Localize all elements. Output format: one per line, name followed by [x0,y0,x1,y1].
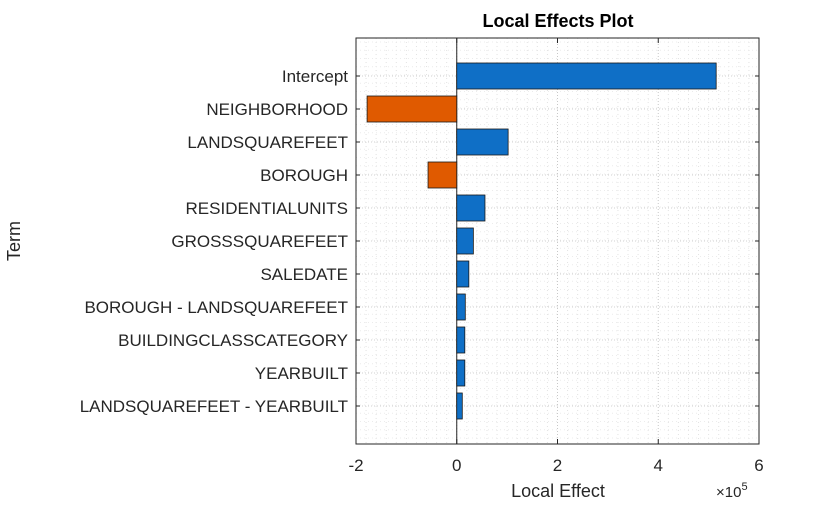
x-tick-label: 0 [452,456,461,475]
y-tick-label: BUILDINGCLASSCATEGORY [118,331,348,350]
y-tick-label: BOROUGH [260,166,348,185]
y-tick-label: Intercept [282,67,348,86]
x-exponent-label: ×105 [716,481,748,501]
y-tick-label: RESIDENTIALUNITS [186,199,348,218]
bar [456,194,486,222]
bar [456,326,466,354]
y-tick-label: YEARBUILT [255,364,348,383]
bar [456,359,466,387]
y-tick-label: LANDSQUAREFEET [187,133,348,152]
y-tick-label: BOROUGH - LANDSQUAREFEET [84,298,348,317]
bar [456,128,509,156]
bar [427,161,458,189]
bar [366,95,458,123]
y-tick-labels: Intercept NEIGHBORHOOD LANDSQUAREFEET BOROU… [80,67,759,416]
x-exponent-base: ×10 [716,484,741,501]
y-axis-label: Term [4,221,24,261]
y-tick-label: GROSSSQUAREFEET [171,232,348,251]
y-tick-label: LANDSQUAREFEET - YEARBUILT [80,397,348,416]
bar [456,260,470,288]
x-tick-label: 2 [553,456,562,475]
bar [456,392,463,420]
y-tick-label: NEIGHBORHOOD [206,100,348,119]
x-tick-label: 6 [754,456,763,475]
chart-title: Local Effects Plot [482,11,633,31]
bar [456,62,717,90]
x-axis-label: Local Effect [511,481,605,501]
x-tick-labels: -2 0 2 4 6 [348,38,764,475]
bars [366,62,717,420]
x-tick-label: -2 [348,456,363,475]
bar [456,227,474,255]
y-tick-label: SALEDATE [260,265,348,284]
bar [456,293,466,321]
x-exponent-power: 5 [741,481,747,493]
x-tick-label: 4 [654,456,663,475]
